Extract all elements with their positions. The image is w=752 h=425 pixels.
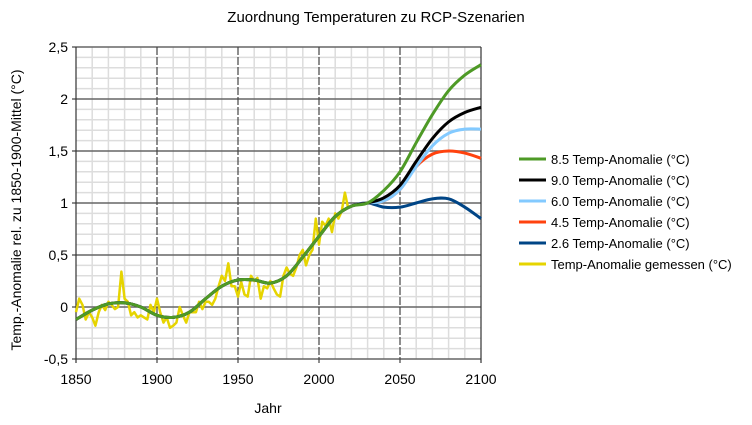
x-tick-label: 2050 <box>384 371 415 387</box>
y-tick-label: 2 <box>60 91 68 107</box>
y-tick-label: 0 <box>60 299 68 315</box>
grid <box>72 46 482 363</box>
x-tick-label: 2000 <box>303 371 334 387</box>
y-tick-label: 2,5 <box>49 39 69 55</box>
tick-labels: -0,5 0 0,5 1 1,5 2 2,5 1850 1900 1950 2000 2050 2100 <box>44 39 497 387</box>
legend: 8.5 Temp-Anomalie (°C) 9.0 Temp-Anomalie … <box>519 152 732 272</box>
legend-entry: Temp-Anomalie gemessen (°C) <box>551 257 732 272</box>
y-tick-label: 0,5 <box>49 247 69 263</box>
x-tick-label: 1950 <box>222 371 253 387</box>
legend-entry: 2.6 Temp-Anomalie (°C) <box>551 236 690 251</box>
legend-entry: 8.5 Temp-Anomalie (°C) <box>551 152 690 167</box>
y-tick-label: 1 <box>60 195 68 211</box>
chart-title: Zuordnung Temperaturen zu RCP-Szenarien <box>227 9 524 26</box>
legend-entry: 9.0 Temp-Anomalie (°C) <box>551 173 690 188</box>
legend-entry: 6.0 Temp-Anomalie (°C) <box>551 194 690 209</box>
x-tick-label: 1900 <box>141 371 172 387</box>
series-line-measured <box>74 191 350 330</box>
y-axis-label: Temp.-Anomalie rel. zu 1850-1900-Mittel … <box>8 69 24 350</box>
x-tick-label: 1850 <box>60 371 91 387</box>
series-line-2-6 <box>75 196 482 321</box>
series-line-8-5 <box>75 63 482 321</box>
x-axis-label: Jahr <box>254 400 282 416</box>
y-tick-label: 1,5 <box>49 143 69 159</box>
x-tick-label: 2100 <box>465 371 496 387</box>
y-tick-label: -0,5 <box>44 351 68 367</box>
legend-entry: 4.5 Temp-Anomalie (°C) <box>551 215 690 230</box>
series-lines <box>74 63 482 330</box>
